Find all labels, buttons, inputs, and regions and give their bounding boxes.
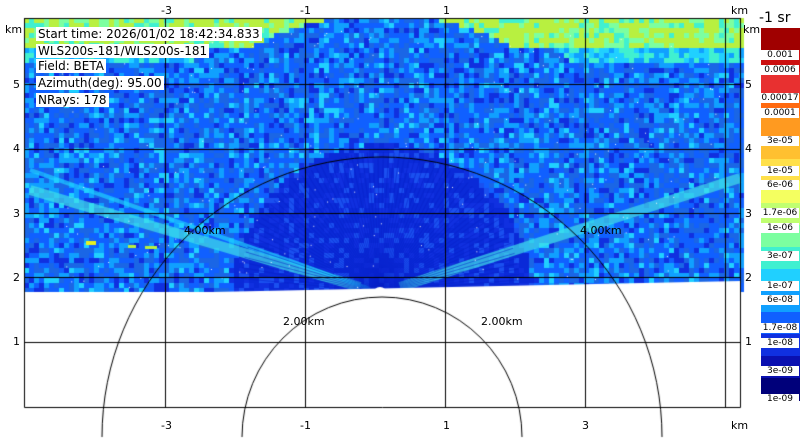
colorbar-label: 6e-08	[761, 295, 799, 305]
y-tick-right: 5	[745, 78, 752, 91]
nrays-label: NRays: 178	[36, 93, 109, 107]
range-ring-label-4km: 4.00km	[580, 224, 622, 237]
colorbar-label: 0.001	[761, 50, 799, 60]
x-tick-bottom: -1	[300, 419, 311, 432]
colorbar-segment	[761, 115, 800, 139]
colorbar-label: 3e-07	[761, 251, 799, 261]
colorbar-label: 1.7e-08	[761, 323, 799, 333]
y-tick-left: 1	[13, 335, 20, 348]
colorbar-label: 0.00017	[761, 93, 799, 103]
range-ring-label-2km: 2.00km	[481, 315, 523, 328]
y-unit-left: km	[5, 23, 23, 36]
colorbar-label: 0.0006	[761, 65, 799, 75]
colorbar-label: 3e-09	[761, 366, 799, 376]
y-tick-left: 4	[13, 142, 20, 155]
x-tick-bottom: 1	[443, 419, 450, 432]
x-tick-top: 3	[582, 4, 589, 17]
y-unit-right: km	[743, 23, 761, 36]
x-unit-top: km	[731, 4, 749, 17]
y-tick-left: 2	[13, 271, 20, 284]
x-tick-top: -3	[161, 4, 172, 17]
colorbar-label: 0.0001	[761, 108, 799, 118]
azimuth-label: Azimuth(deg): 95.00	[36, 76, 164, 90]
y-tick-right: 3	[745, 207, 752, 220]
y-tick-left: 3	[13, 207, 20, 220]
x-unit-bottom: km	[731, 419, 749, 432]
colorbar-label: 1e-08	[761, 338, 799, 348]
rhi-plot-canvas[interactable]	[0, 0, 760, 438]
colorbar-segment	[761, 71, 800, 95]
x-tick-bottom: -3	[161, 419, 172, 432]
colorbar-label: 1e-07	[761, 281, 799, 291]
colorbar-label: 1e-06	[761, 223, 799, 233]
x-tick-top: -1	[300, 4, 311, 17]
colorbar-segment	[761, 28, 800, 51]
y-tick-right: 2	[745, 271, 752, 284]
range-ring-label-4km: 4.00km	[184, 224, 226, 237]
colorbar-label: 1e-09	[761, 394, 799, 404]
y-tick-left: 5	[13, 78, 20, 91]
colorbar-label: 1.7e-06	[761, 208, 799, 218]
x-tick-bottom: 3	[582, 419, 589, 432]
range-ring-label-2km: 2.00km	[283, 315, 325, 328]
field-label: Field: BETA	[36, 59, 106, 73]
y-tick-right: 4	[745, 142, 752, 155]
colorbar: 0.001 0.0006 0.00017 0.0001 3e-05 1e-05 6e-06 1…	[761, 28, 800, 404]
y-tick-right: 1	[745, 335, 752, 348]
colorbar-label: 6e-06	[761, 180, 799, 190]
colorbar-label: 3e-05	[761, 136, 799, 146]
x-tick-top: 1	[443, 4, 450, 17]
colorbar-title: -1 sr	[759, 10, 791, 26]
colorbar-label: 1e-05	[761, 166, 799, 176]
start-time-label: Start time: 2026/01/02 18:42:34.833	[36, 27, 262, 41]
instrument-label: WLS200s-181/WLS200s-181	[36, 44, 210, 58]
